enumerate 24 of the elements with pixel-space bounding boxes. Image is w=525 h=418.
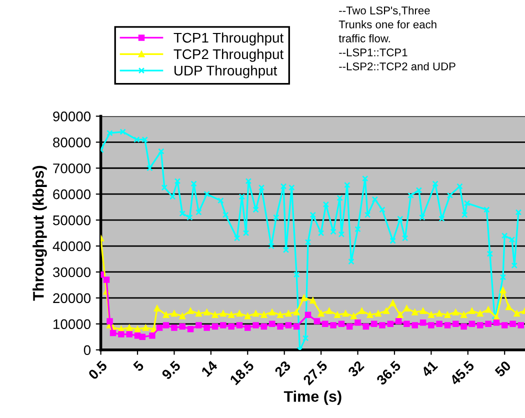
x-axis-title: Time (s): [284, 390, 342, 405]
legend-label: TCP2 Throughput: [174, 48, 284, 62]
text: --Two LSP's,Three Trunks one for each traffic flow. --LSP1::TCP1 --LSP2::TCP2 and UDP: [338, 6, 456, 70]
x-tick-label: 23: [274, 360, 292, 378]
x-tick-label: 50: [494, 360, 512, 378]
x-tick-label: 41: [420, 360, 438, 378]
y-tick-label: 60000: [53, 189, 91, 200]
y-tick-label: 70000: [53, 163, 91, 174]
x-tick-label: 0.5: [88, 360, 108, 380]
y-tick-label: 90000: [53, 112, 91, 122]
x-tick-label: 32: [347, 360, 365, 378]
y-tick-label: 20000: [53, 293, 91, 304]
y-tick-label: 40000: [52, 241, 91, 252]
y-axis-title: Throughput (kbps): [32, 166, 47, 301]
y-tick-label: 80000: [53, 138, 91, 148]
x-tick-label: 9.5: [161, 360, 182, 380]
y-tick-label: 0: [84, 345, 91, 356]
x-tick-label: 5: [132, 360, 144, 372]
legend-label: TCP1 Throughput: [174, 32, 284, 46]
y-tick-label: 50000: [53, 215, 91, 226]
x-tick-label: 14: [200, 360, 218, 378]
y-tick-label: 30000: [52, 267, 91, 278]
y-tick-label: 10000: [54, 319, 91, 330]
legend-label: UDP Throughput: [174, 65, 278, 78]
